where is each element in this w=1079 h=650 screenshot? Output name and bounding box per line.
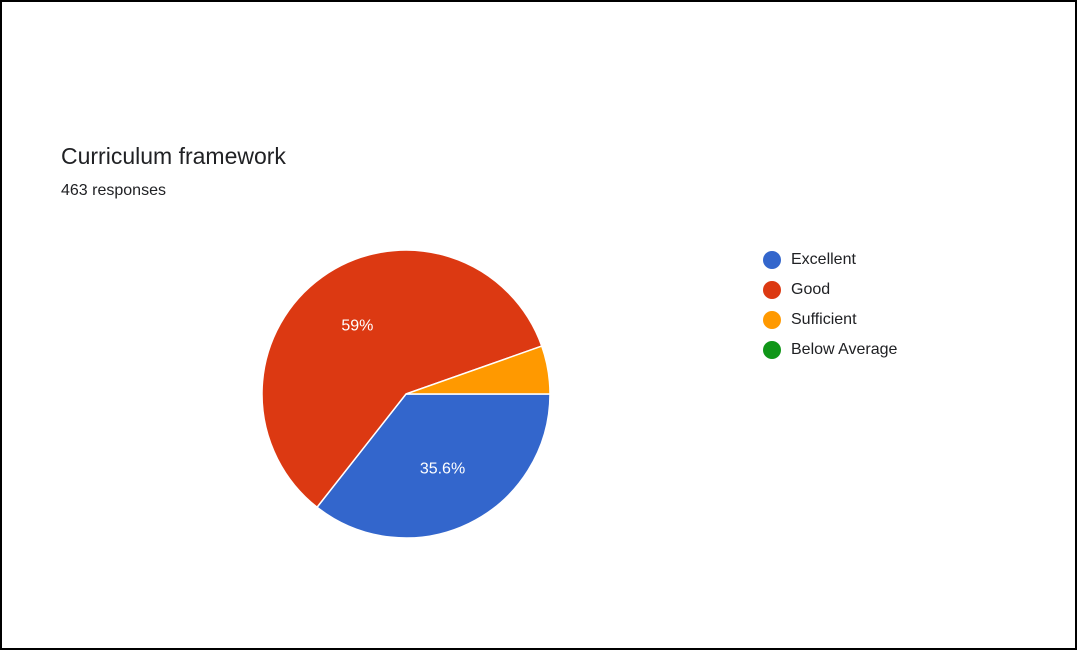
pie-slice-good[interactable] xyxy=(261,249,543,509)
legend-item-good[interactable]: Good xyxy=(763,281,830,299)
legend-swatch-sufficient xyxy=(763,311,781,329)
legend: Excellent Good Sufficient Below Average xyxy=(763,251,898,359)
legend-swatch-below-average xyxy=(763,341,781,359)
legend-swatch-excellent xyxy=(763,251,781,269)
legend-swatch-good xyxy=(763,281,781,299)
pie-slice-excellent[interactable] xyxy=(315,393,551,539)
response-count: 463 responses xyxy=(61,182,166,199)
legend-label-excellent: Excellent xyxy=(791,251,856,268)
pie-slice-labels: 35.6% 59% xyxy=(341,317,465,477)
pie-slices xyxy=(261,249,551,539)
legend-item-excellent[interactable]: Excellent xyxy=(763,251,856,269)
pie-slice-sufficient[interactable] xyxy=(405,345,551,395)
chart-title: Curriculum framework xyxy=(61,143,286,169)
legend-label-good: Good xyxy=(791,281,830,298)
legend-label-below-average: Below Average xyxy=(791,341,898,358)
legend-item-below-average[interactable]: Below Average xyxy=(763,341,898,359)
legend-label-sufficient: Sufficient xyxy=(791,311,857,328)
legend-item-sufficient[interactable]: Sufficient xyxy=(763,311,857,329)
slice-label-good: 59% xyxy=(341,317,373,334)
slice-label-excellent: 35.6% xyxy=(420,460,465,477)
